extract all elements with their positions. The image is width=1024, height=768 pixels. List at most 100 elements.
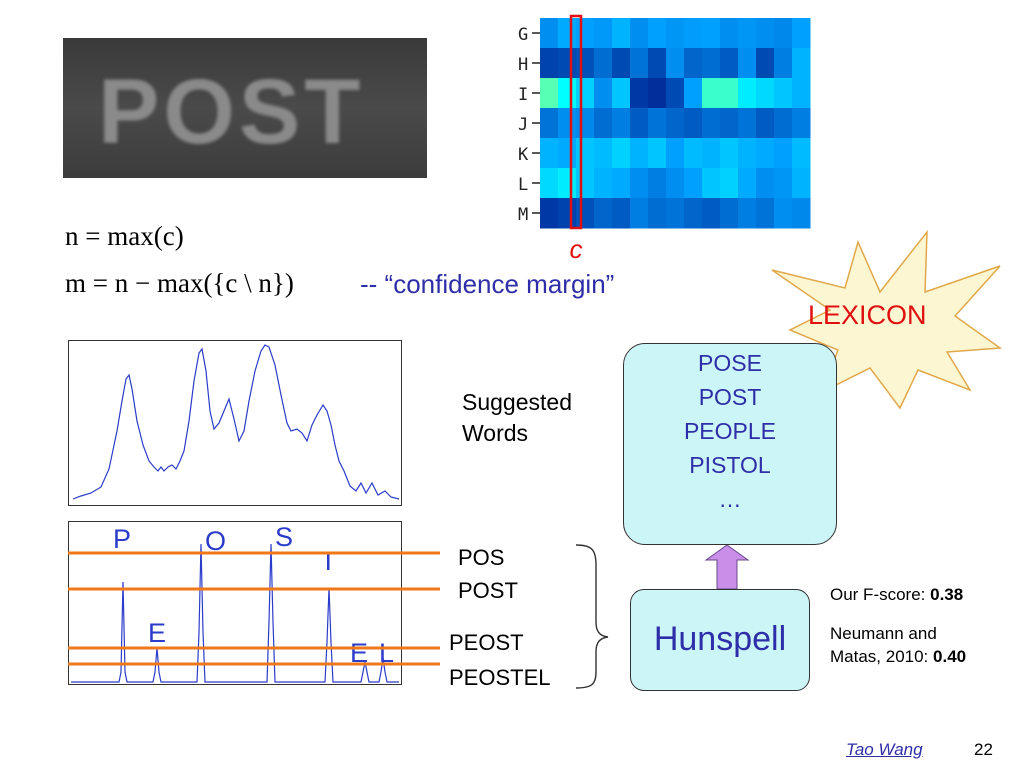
- heatmap-cell: [738, 168, 757, 199]
- our-fscore-value: 0.38: [930, 585, 964, 604]
- peaks-svg: [71, 543, 399, 683]
- heatmap-cell: [648, 198, 667, 229]
- heatmap-cell: [702, 18, 721, 49]
- heatmap-cell: [540, 168, 559, 199]
- heatmap-cell: [684, 168, 703, 199]
- heatmap-cell: [648, 78, 667, 109]
- heatmap-cell: [666, 78, 685, 109]
- heatmap-cell: [702, 78, 721, 109]
- lexicon-word-pistol: PISTOL: [689, 452, 771, 478]
- heatmap-cell: [720, 198, 739, 229]
- heatmap-cell: [684, 198, 703, 229]
- heatmap-cell: [720, 138, 739, 169]
- heatmap-cell: [756, 198, 775, 229]
- candidate-post: POST: [458, 578, 518, 603]
- footer-page-number: 22: [974, 740, 993, 759]
- peak-letter-p: P: [113, 524, 132, 554]
- lexicon-word-ellipsis: …: [718, 486, 742, 512]
- peak-letter-l: L: [379, 638, 395, 668]
- heatmap-cell: [684, 18, 703, 49]
- suggested-line2: Words: [462, 420, 529, 446]
- heatmap-cell: [756, 168, 775, 199]
- our-fscore: Our F-score: 0.38: [830, 583, 963, 606]
- post-image-text: POST: [98, 61, 365, 163]
- heatmap-row-label: L: [518, 175, 528, 195]
- heatmap-row-label: M: [518, 205, 528, 225]
- lexicon-label: LEXICON: [808, 300, 927, 330]
- heatmap-cell: [630, 198, 649, 229]
- formula-margin: m = n − max({c \ n}): [65, 268, 294, 298]
- heatmap-cell: [540, 108, 559, 139]
- candidates-brace: [575, 544, 609, 689]
- heatmap-cell: [594, 48, 613, 79]
- heatmap-cell: [792, 198, 811, 229]
- heatmap-cell: [738, 78, 757, 109]
- our-fscore-label: Our F-score:: [830, 585, 931, 604]
- candidate-pos: POS: [458, 545, 505, 570]
- heatmap-cell: [756, 18, 775, 49]
- heatmap-row-label: K: [518, 145, 529, 165]
- candidate-peost: PEOST: [449, 630, 524, 655]
- heatmap-cell: [540, 198, 559, 229]
- candidate-peostel: PEOSTEL: [449, 665, 551, 690]
- column-label-c: c: [570, 234, 583, 264]
- heatmap-cell: [720, 168, 739, 199]
- confidence-signal-plot: [68, 340, 402, 506]
- heatmap-cell: [540, 48, 559, 79]
- peak-letter-o: O: [205, 526, 227, 556]
- heatmap-cell: [720, 48, 739, 79]
- heatmap-cell: [630, 78, 649, 109]
- heatmap-cell: [738, 48, 757, 79]
- heatmap-cell: [648, 168, 667, 199]
- heatmap-cell: [756, 48, 775, 79]
- heatmap-cell: [738, 18, 757, 49]
- heatmap-cell: [594, 198, 613, 229]
- hunspell-label: Hunspell: [653, 620, 787, 658]
- heatmap-cell: [666, 168, 685, 199]
- heatmap-cell: [666, 108, 685, 139]
- peak-letter-e1: E: [148, 618, 167, 648]
- heatmap-cell: [612, 18, 631, 49]
- heatmap-cell: [792, 108, 811, 139]
- heatmap-cell: [630, 108, 649, 139]
- reference-line2: Matas, 2010:: [830, 647, 934, 666]
- lexicon-word-pose: POSE: [698, 350, 762, 376]
- heatmap-cell: [684, 138, 703, 169]
- heatmap-cell: [648, 48, 667, 79]
- heatmap-cell: [684, 78, 703, 109]
- heatmap-cell: [702, 198, 721, 229]
- heatmap-cell: [648, 108, 667, 139]
- heatmap-cell: [756, 108, 775, 139]
- lexicon-word-people: PEOPLE: [683, 418, 777, 444]
- heatmap-cell: [540, 138, 559, 169]
- reference-fscore: Neumann and Matas, 2010: 0.40: [830, 622, 966, 668]
- heatmap-cell: [720, 78, 739, 109]
- heatmap-cell: [612, 108, 631, 139]
- heatmap-cell: [702, 48, 721, 79]
- heatmap-cell: [756, 138, 775, 169]
- heatmap-cell: [774, 138, 793, 169]
- heatmap-cell: [702, 108, 721, 139]
- heatmap-cell: [738, 138, 757, 169]
- formula-max: n = max(c): [65, 221, 184, 251]
- heatmap-cell: [648, 138, 667, 169]
- post-word-image: POST: [63, 38, 427, 178]
- heatmap-row-label: J: [518, 115, 528, 135]
- heatmap-cell: [792, 78, 811, 109]
- heatmap-cell: [774, 168, 793, 199]
- peak-letter-e2: E: [350, 638, 369, 668]
- heatmap-cell: [594, 168, 613, 199]
- heatmap-cell: [792, 18, 811, 49]
- lexicon-words-box: POSE POST PEOPLE PISTOL …: [623, 343, 837, 545]
- heatmap-cell: [774, 78, 793, 109]
- heatmap-cell: [594, 108, 613, 139]
- heatmap-cell: [720, 108, 739, 139]
- heatmap-row-label: G: [518, 25, 528, 45]
- heatmap-cell: [774, 198, 793, 229]
- heatmap-cell: [738, 108, 757, 139]
- lexicon-burst-icon: [771, 229, 1003, 410]
- heatmap-cell: [756, 78, 775, 109]
